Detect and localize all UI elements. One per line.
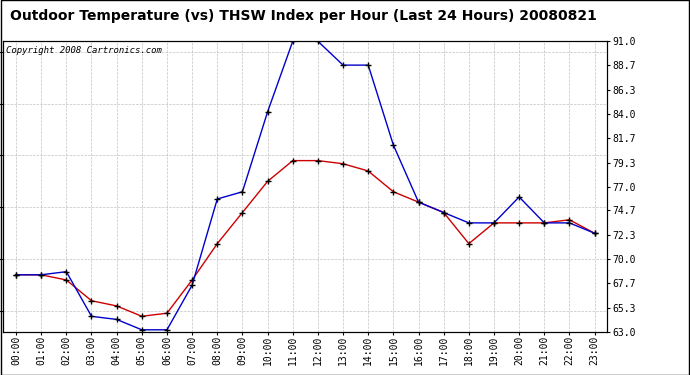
Text: Outdoor Temperature (vs) THSW Index per Hour (Last 24 Hours) 20080821: Outdoor Temperature (vs) THSW Index per … xyxy=(10,9,597,23)
Text: Copyright 2008 Cartronics.com: Copyright 2008 Cartronics.com xyxy=(6,46,162,55)
